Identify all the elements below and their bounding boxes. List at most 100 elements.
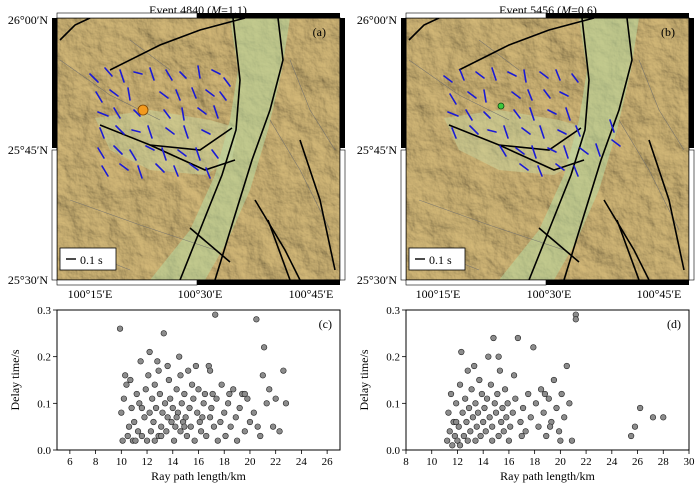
data-point: [138, 432, 145, 440]
x-tick-label: 26: [632, 456, 644, 468]
data-point: [138, 404, 145, 412]
data-point: [566, 400, 573, 407]
data-point: [222, 432, 229, 440]
data-point: [143, 437, 151, 444]
data-point: [446, 428, 453, 435]
major-faults: [59, 18, 336, 280]
data-point: [282, 400, 290, 407]
data-point: [156, 390, 164, 398]
data-point: [214, 437, 221, 444]
data-point: [213, 395, 220, 402]
data-point: [250, 409, 257, 416]
scale-bar: 0.1 s: [59, 247, 117, 271]
data-point: [464, 437, 471, 444]
scale-label: 0.1 s: [429, 253, 452, 267]
map-panel-a: Event 4840 (M=1.1): [8, 3, 346, 301]
x-tick-label: 8: [93, 456, 99, 468]
x-tick-label: 22: [581, 456, 592, 468]
data-point: [168, 418, 175, 426]
data-point: [649, 414, 657, 421]
data-point: [146, 348, 153, 356]
data-point: [507, 423, 514, 430]
data-point: [505, 437, 513, 444]
y-tick-label: 0.0: [37, 445, 51, 457]
data-point: [631, 423, 639, 430]
data-point: [487, 381, 495, 388]
map-frame: [400, 12, 695, 286]
data-point: [164, 414, 171, 421]
y-tick-label: 0.2: [386, 352, 400, 364]
data-point: [146, 409, 153, 416]
data-point: [518, 432, 525, 440]
data-point: [492, 409, 500, 416]
panel-label: (a): [313, 25, 326, 39]
event-marker: [137, 104, 149, 116]
data-point: [568, 437, 576, 444]
data-point: [494, 390, 501, 398]
data-point: [472, 400, 479, 407]
data-point: [459, 409, 466, 416]
data-point: [137, 358, 144, 365]
data-point: [456, 381, 464, 388]
data-point: [191, 437, 198, 444]
x-tick-label: 22: [270, 456, 281, 468]
lat-label: 25°30′N: [357, 273, 397, 287]
data-point: [519, 404, 527, 412]
data-point: [165, 376, 173, 384]
data-point: [151, 381, 158, 388]
data-point: [177, 372, 184, 379]
data-point: [557, 437, 564, 444]
panel-label: (d): [667, 317, 681, 331]
x-tick-label: 26: [322, 456, 334, 468]
x-tick-label: 24: [296, 456, 308, 468]
data-point: [133, 390, 140, 398]
data-point: [169, 404, 176, 412]
data-point: [272, 395, 279, 402]
data-point: [185, 367, 192, 374]
data-point: [490, 334, 497, 342]
data-point: [477, 432, 484, 440]
data-point: [149, 395, 156, 402]
plot-frame: [56, 309, 341, 451]
data-point: [145, 372, 152, 379]
scale-label: 0.1 s: [80, 253, 103, 267]
data-point: [503, 414, 510, 421]
data-point: [498, 418, 505, 426]
data-point: [485, 353, 492, 360]
data-point: [280, 367, 287, 374]
data-point: [183, 432, 191, 440]
data-point: [253, 316, 260, 323]
data-point: [132, 437, 139, 444]
data-point: [512, 395, 519, 402]
data-point: [501, 386, 509, 393]
data-point: [467, 428, 474, 435]
data-point: [181, 390, 188, 398]
event-marker: [497, 102, 505, 110]
data-point: [522, 428, 529, 435]
x-tick-label: 8: [403, 456, 409, 468]
map-frame: [51, 12, 346, 286]
y-tick-label: 0.1: [386, 398, 400, 410]
data-point: [499, 404, 506, 412]
data-point: [514, 334, 522, 342]
lat-label: 25°30′N: [8, 273, 48, 287]
data-point: [259, 372, 266, 379]
data-point: [456, 442, 464, 449]
y-tick-label: 0.2: [37, 352, 51, 364]
data-point: [173, 414, 180, 421]
data-point: [480, 418, 487, 426]
data-point: [491, 400, 498, 407]
x-tick-label: 30: [684, 456, 696, 468]
data-point: [122, 372, 129, 379]
data-point: [209, 390, 216, 398]
data-point: [460, 432, 467, 440]
data-point: [206, 367, 214, 374]
data-point: [558, 390, 565, 398]
data-point: [154, 358, 161, 365]
data-point: [218, 381, 225, 388]
data-point: [445, 409, 452, 416]
lon-label: 100°30′E: [178, 287, 223, 301]
data-point: [128, 404, 135, 412]
data-point: [141, 414, 148, 421]
